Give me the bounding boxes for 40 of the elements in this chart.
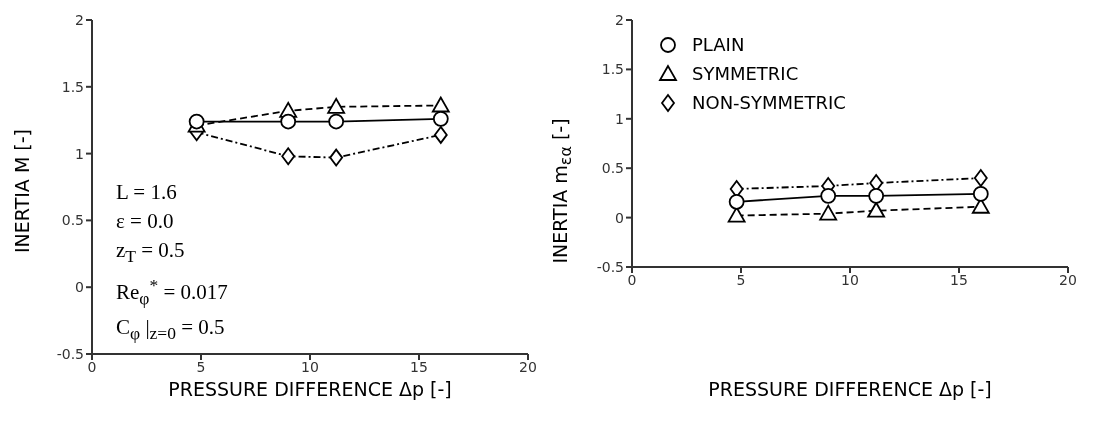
x-axis-title: PRESSURE DIFFERENCE Δp [-] <box>167 378 453 400</box>
x-tick-label: 0 <box>627 271 637 288</box>
point <box>329 148 344 167</box>
y-tick-label: 0 <box>615 209 624 226</box>
x-tick-label: 15 <box>410 358 428 375</box>
x-tick-label: 5 <box>196 358 206 375</box>
point <box>433 126 448 144</box>
y-axis-title: INERTIA M [-] <box>11 128 33 254</box>
x-tick-label: 15 <box>950 271 968 288</box>
annotation: z$_{T}$ = 0.5 <box>116 237 186 269</box>
annotation: C$_{φ}$ |$_{z=0}$ = 0.5 <box>116 314 226 346</box>
y-tick-label: 1 <box>615 110 624 127</box>
x-axis-title: PRESSURE DIFFERENCE Δp [-] <box>707 378 993 400</box>
x-tick-label: 20 <box>519 358 537 375</box>
annotation: ε = 0.0 <box>116 208 175 235</box>
annotation: Re$_{φ}$$^{*}$ = 0.017 <box>116 274 228 311</box>
legend-label: NON-SYMMETRIC <box>692 92 846 113</box>
y-tick-label: 2 <box>75 11 84 28</box>
y-tick-label: 1.5 <box>601 61 624 78</box>
x-tick-label: 10 <box>301 358 319 375</box>
x-tick-label: 0 <box>87 358 97 375</box>
x-tick-label: 10 <box>841 271 859 288</box>
y-tick-label: 0.5 <box>601 160 624 177</box>
annotation: L = 1.6 <box>116 179 178 206</box>
legend-label: PLAIN <box>692 34 745 55</box>
y-tick-label: 1 <box>75 145 84 162</box>
point <box>432 110 449 127</box>
point <box>431 96 450 113</box>
point <box>281 147 296 166</box>
x-tick-label: 5 <box>736 271 746 288</box>
legend-label: SYMMETRIC <box>692 63 799 84</box>
point <box>328 113 345 130</box>
y-tick-label: 0.5 <box>61 212 84 229</box>
point <box>327 97 346 114</box>
x-tick-label: 20 <box>1059 271 1077 288</box>
y-tick-label: 1.5 <box>61 78 84 95</box>
y-tick-label: -0.5 <box>596 258 624 275</box>
y-tick-label: 2 <box>615 11 624 28</box>
point <box>280 113 297 130</box>
y-tick-label: -0.5 <box>56 345 84 362</box>
